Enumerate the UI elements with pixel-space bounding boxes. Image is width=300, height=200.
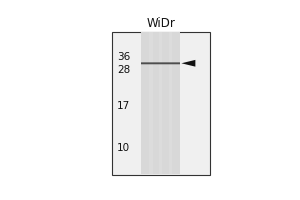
Text: WiDr: WiDr bbox=[146, 17, 175, 30]
Text: 10: 10 bbox=[117, 143, 130, 153]
Text: 28: 28 bbox=[117, 65, 130, 75]
Bar bbox=[112, 32, 210, 175]
Polygon shape bbox=[182, 60, 195, 67]
Bar bbox=[141, 32, 180, 174]
Text: 36: 36 bbox=[117, 52, 130, 62]
Bar bbox=[149, 32, 152, 174]
Text: 17: 17 bbox=[117, 101, 130, 111]
Bar bbox=[169, 32, 172, 174]
Bar bbox=[159, 32, 162, 174]
